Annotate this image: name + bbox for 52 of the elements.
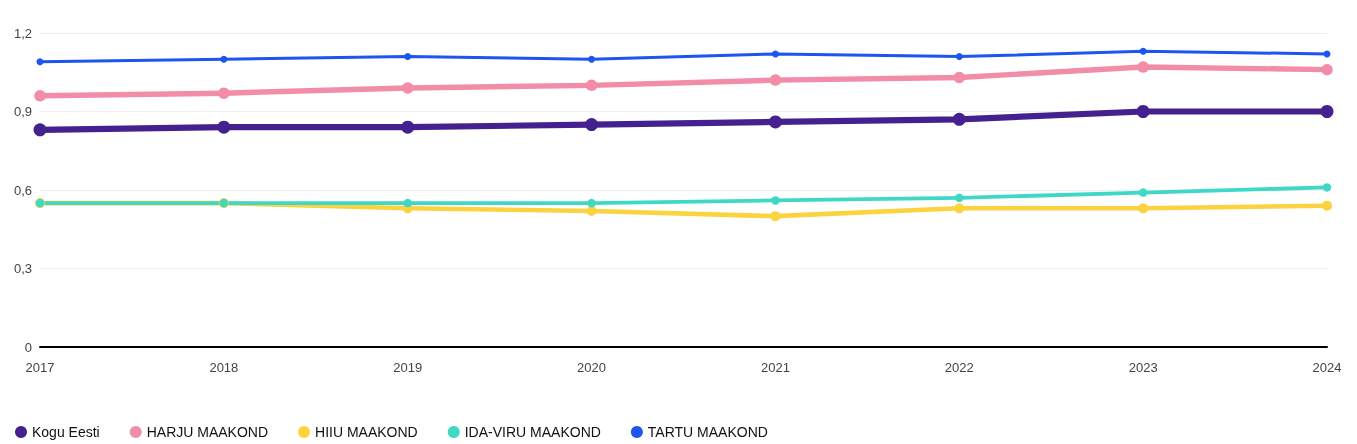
point	[586, 205, 597, 216]
point	[1139, 47, 1147, 55]
point	[404, 53, 412, 61]
point	[955, 53, 963, 61]
point	[218, 87, 230, 99]
point	[1322, 183, 1332, 192]
point	[33, 123, 47, 137]
x-tick-label: 2019	[393, 360, 423, 375]
point	[401, 82, 414, 94]
legend-label: TARTU MAAKOND	[647, 424, 768, 440]
x-tick-label: 2021	[760, 360, 790, 375]
legend-label: HIIU MAAKOND	[315, 424, 418, 440]
point	[585, 118, 599, 132]
point	[955, 193, 964, 203]
y-tick-label: 0,3	[13, 261, 32, 276]
x-tick-label: 2024	[1312, 360, 1342, 375]
point	[771, 196, 780, 205]
point	[401, 120, 415, 134]
point	[587, 198, 596, 208]
point	[1322, 200, 1332, 211]
point	[1320, 105, 1334, 118]
point	[953, 71, 966, 84]
point	[1137, 61, 1149, 73]
point	[34, 90, 46, 102]
legend-label: HARJU MAAKOND	[146, 424, 269, 440]
x-tick-label: 2017	[25, 360, 55, 375]
y-tick-label: 0,9	[13, 104, 32, 119]
point	[403, 198, 412, 208]
x-tick-label: 2018	[209, 360, 239, 375]
y-tick-label: 0	[24, 339, 32, 355]
x-tick-label: 2023	[1128, 360, 1158, 375]
point	[217, 120, 231, 134]
point	[1138, 188, 1148, 197]
point	[588, 55, 596, 63]
y-tick-label: 0,6	[13, 182, 32, 198]
x-tick-label: 2022	[944, 360, 974, 375]
point	[952, 112, 966, 126]
point	[585, 79, 598, 92]
point	[36, 58, 44, 66]
x-tick-label: 2020	[577, 360, 607, 375]
point	[1138, 203, 1149, 214]
legend-label: Kogu Eesti	[32, 424, 100, 440]
point	[220, 55, 228, 63]
point	[1321, 63, 1333, 76]
point	[770, 211, 781, 222]
point	[954, 203, 965, 214]
point	[771, 50, 779, 58]
point	[769, 74, 782, 86]
y-tick-label: 1,2	[13, 25, 32, 41]
point	[768, 115, 782, 129]
point	[1136, 105, 1150, 118]
legend-label: IDA-VIRU MAAKOND	[464, 424, 601, 440]
